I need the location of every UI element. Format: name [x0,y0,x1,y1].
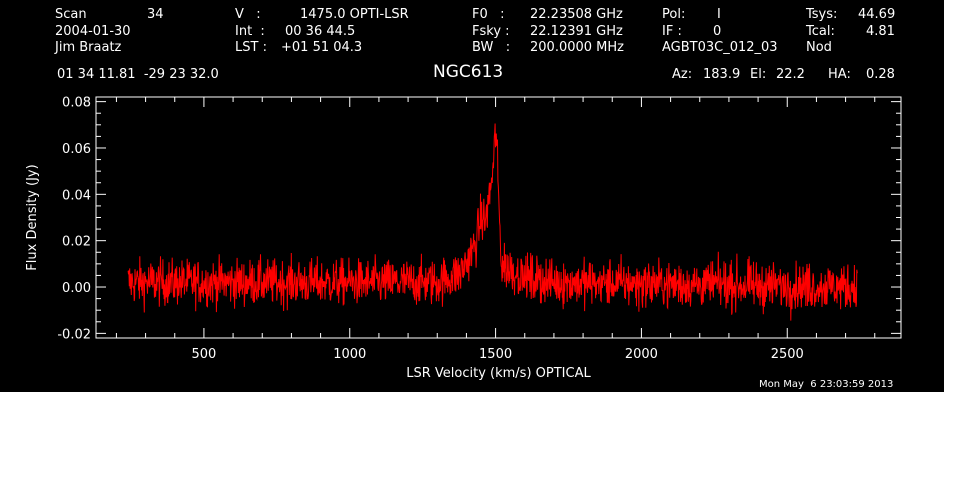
fsky-label: Fsky : [472,24,510,39]
int-label: Int : [235,24,265,39]
x-tick-label: 2500 [771,347,804,362]
source-name: NGC613 [433,62,504,82]
procedure-name: Nod [806,40,832,55]
y-tick-label: 0.06 [62,142,91,157]
fsky-value: 22.12391 GHz [530,24,623,39]
tcal-label: Tcal: [806,24,835,39]
if-label: IF : [662,24,682,39]
velocity-label: V : [235,7,261,22]
spectrum-series-line [127,123,858,321]
y-tick-label: -0.02 [57,327,91,342]
int-value: 00 36 44.5 [285,24,356,39]
az-label: Az: [672,67,693,82]
project-id: AGBT03C_012_03 [662,40,778,55]
velocity-value: 1475.0 OPTI-LSR [300,7,409,22]
bw-value: 200.0000 MHz [530,40,624,55]
scan-value: 34 [147,7,164,22]
y-tick-label: 0.02 [62,235,91,250]
obs-date: 2004-01-30 [55,24,131,39]
y-tick-label: 0.04 [62,188,91,203]
scan-label: Scan [55,7,87,22]
x-tick-label: 500 [192,347,217,362]
ra-dec-coords: 01 34 11.81 -29 23 32.0 [57,67,219,82]
tsys-value: 44.69 [858,7,896,22]
plot-timestamp: Mon May 6 23:03:59 2013 [759,379,894,390]
spectrum-chart: 500 1000 1500 2000 2500 -0.02 0.00 0.02 0.04 0.06… [25,96,902,381]
if-value: 0 [713,24,722,39]
f0-label: F0 : [472,7,505,22]
lst-label: LST : [235,40,267,55]
x-axis-label: LSR Velocity (km/s) OPTICAL [406,366,591,381]
lst-value: +01 51 04.3 [281,40,363,55]
x-tick-label: 1500 [479,347,512,362]
el-value: 22.2 [776,67,805,82]
el-label: El: [750,67,767,82]
observer-name: Jim Braatz [55,40,122,55]
y-tick-label: 0.08 [62,96,91,111]
y-axis-label: Flux Density (Jy) [25,164,40,270]
bw-label: BW : [472,40,511,55]
f0-value: 22.23508 GHz [530,7,623,22]
tcal-value: 4.81 [866,24,895,39]
ha-label: HA: [828,67,851,82]
tsys-label: Tsys: [806,7,838,22]
pol-value: I [717,7,721,22]
az-value: 183.9 [703,67,741,82]
x-tick-label: 1000 [333,347,366,362]
spectrum-panel: Scan 34 V : 1475.0 OPTI-LSR F0 : 22.2350… [0,0,944,392]
pol-label: Pol: [662,7,686,22]
y-tick-label: 0.00 [62,281,91,296]
ha-value: 0.28 [866,67,895,82]
x-tick-label: 2000 [625,347,658,362]
